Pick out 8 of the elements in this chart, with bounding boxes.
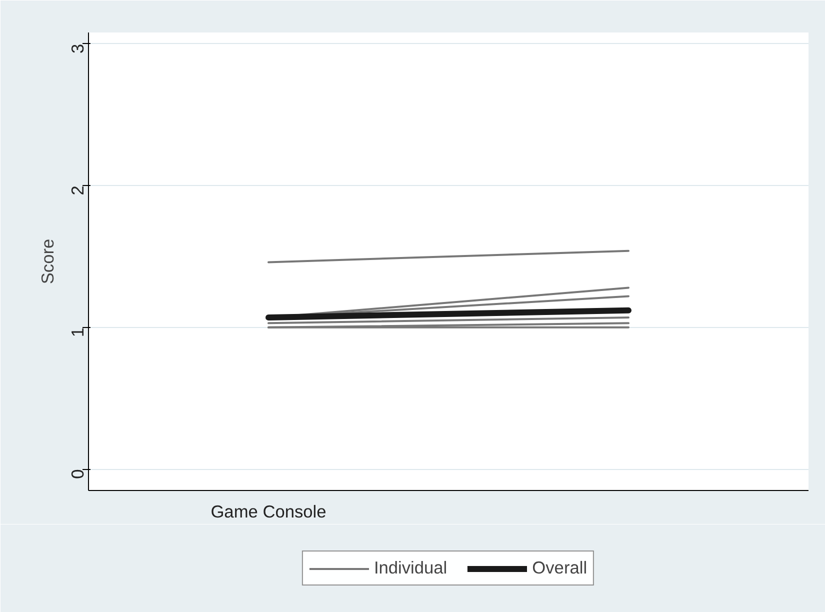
y-tick-label: 1 xyxy=(68,327,88,338)
y-tick-label: 2 xyxy=(68,186,88,196)
y-tick-label: 0 xyxy=(68,469,88,479)
y-tick-label: 3 xyxy=(68,44,88,54)
legend-label: Overall xyxy=(532,558,588,578)
x-tick-label: Game Console xyxy=(210,502,326,522)
y-axis-title: Score xyxy=(38,238,58,284)
legend-label: Individual xyxy=(374,558,448,578)
